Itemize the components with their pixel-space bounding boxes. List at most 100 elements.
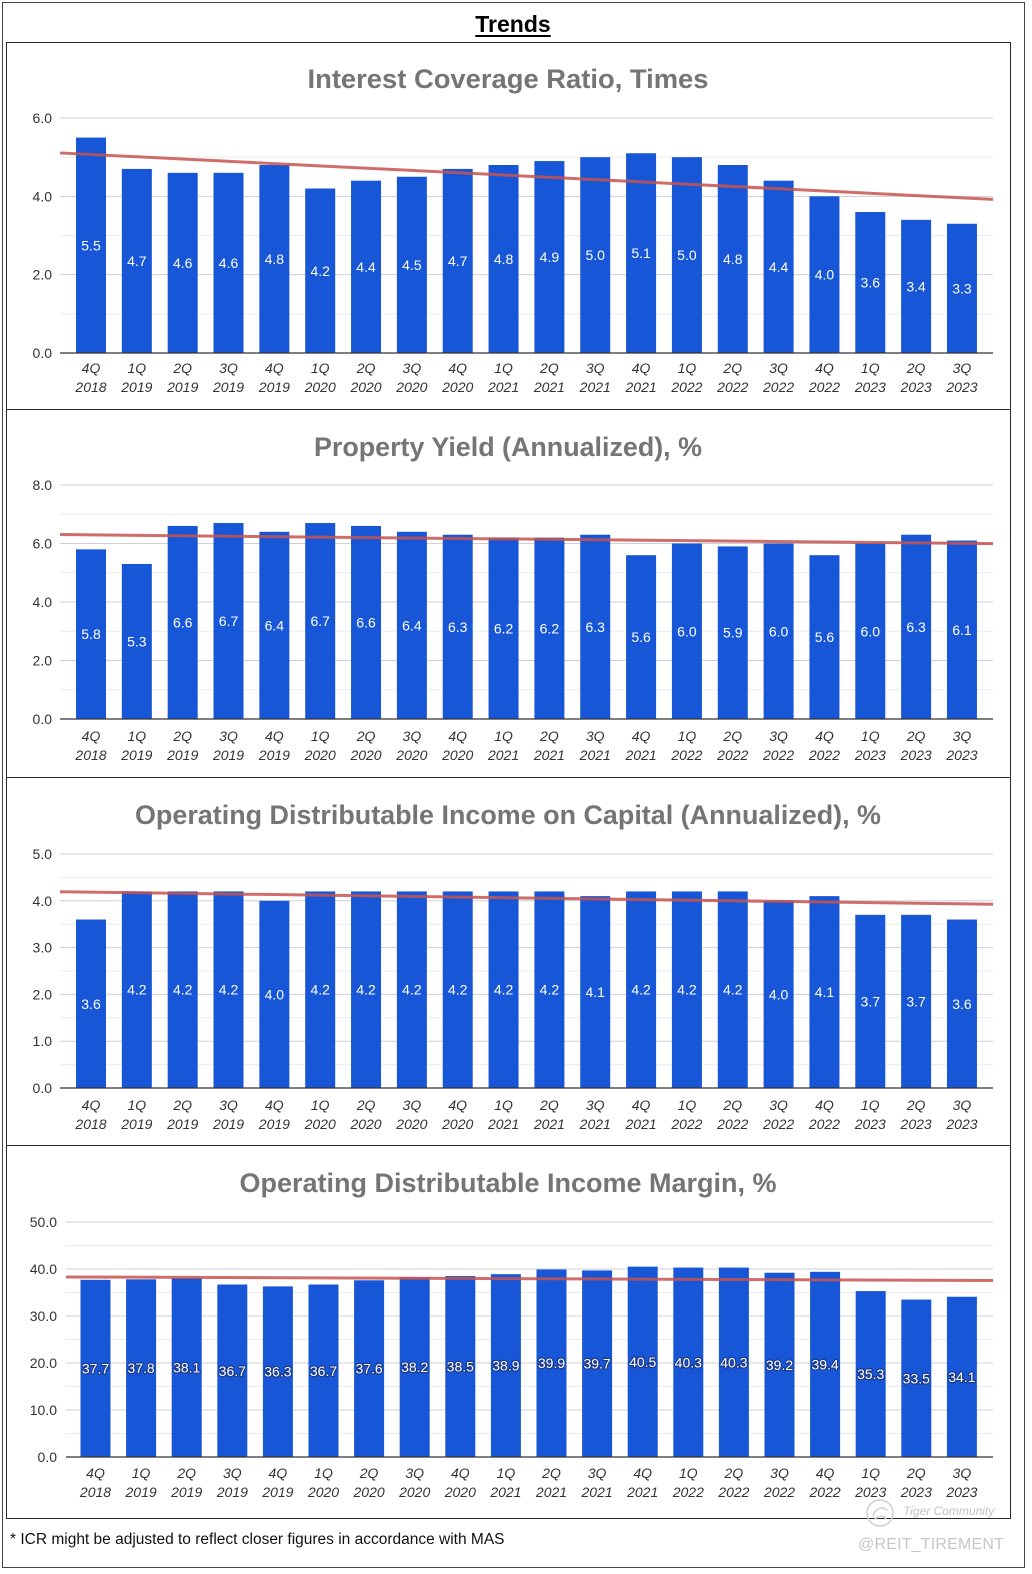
bar bbox=[626, 555, 657, 719]
data-label: 4.2 bbox=[494, 982, 514, 998]
data-label: 4.0 bbox=[265, 986, 285, 1002]
data-label: 6.4 bbox=[265, 617, 285, 633]
data-label: 4.2 bbox=[540, 982, 560, 998]
data-label: 36.7 bbox=[310, 1363, 337, 1379]
data-label: 6.0 bbox=[677, 623, 697, 639]
x-tick-label: 2Q 2020 bbox=[350, 728, 382, 763]
x-tick-label: 3Q 2021 bbox=[579, 1097, 611, 1132]
bar bbox=[671, 891, 702, 1088]
data-label: 36.3 bbox=[264, 1364, 291, 1380]
bar bbox=[901, 534, 932, 719]
bar bbox=[671, 543, 702, 719]
bar bbox=[946, 1296, 977, 1457]
chart-odi-margin: Operating Distributable Income Margin, %… bbox=[30, 1168, 994, 1465]
bar bbox=[305, 188, 336, 353]
x-tick-label: 4Q 2021 bbox=[625, 360, 657, 395]
x-tick-label: 1Q 2022 bbox=[671, 728, 703, 763]
x-tick-label: 3Q 2020 bbox=[396, 360, 428, 395]
data-label: 4.7 bbox=[127, 253, 147, 269]
data-label: 4.2 bbox=[448, 982, 468, 998]
bar bbox=[396, 891, 427, 1088]
x-tick-label: 1Q 2023 bbox=[855, 1465, 887, 1500]
bar bbox=[855, 1291, 886, 1457]
bar bbox=[626, 153, 657, 353]
data-label: 4.2 bbox=[723, 982, 743, 998]
x-axis-labels: 4Q 2018 1Q 2019 2Q 2019 3Q 2019 4Q 2019 1Q 20… bbox=[6, 777, 1011, 1132]
x-tick-label: 1Q 2019 bbox=[121, 1097, 153, 1132]
x-tick-label: 2Q 2019 bbox=[167, 1097, 199, 1132]
data-label: 34.1 bbox=[948, 1369, 975, 1385]
x-tick-label: 3Q 2020 bbox=[396, 728, 428, 763]
data-label: 4.2 bbox=[173, 982, 193, 998]
x-tick-label: 4Q 2019 bbox=[258, 360, 290, 395]
x-tick-label: 2Q 2021 bbox=[533, 728, 565, 763]
bar bbox=[354, 1280, 385, 1457]
y-tick-label: 5.0 bbox=[33, 846, 53, 862]
y-tick-label: 8.0 bbox=[33, 477, 53, 493]
bar bbox=[764, 1272, 795, 1457]
y-tick-label: 0.0 bbox=[33, 1080, 53, 1096]
chart-title: Interest Coverage Ratio, Times bbox=[308, 64, 709, 94]
data-label: 6.2 bbox=[494, 620, 514, 636]
chart-interest-coverage-ratio: Interest Coverage Ratio, Times 0.0 2.0 4.0 6… bbox=[33, 64, 994, 361]
data-label: 4.8 bbox=[723, 251, 743, 267]
data-label: 3.6 bbox=[81, 996, 101, 1012]
bar bbox=[399, 1277, 430, 1457]
x-axis-labels: 4Q 2018 1Q 2019 2Q 2019 3Q 2019 4Q 2019 1Q 20… bbox=[6, 42, 1011, 395]
data-label: 36.7 bbox=[219, 1363, 246, 1379]
x-tick-label: 2Q 2022 bbox=[718, 1465, 750, 1500]
y-tick-label: 4.0 bbox=[33, 188, 53, 204]
data-label: 6.6 bbox=[173, 614, 193, 630]
bar bbox=[673, 1267, 704, 1457]
data-label: 4.7 bbox=[448, 253, 468, 269]
data-label: 6.4 bbox=[402, 617, 422, 633]
y-tick-label: 0.0 bbox=[38, 1449, 58, 1465]
data-label: 5.6 bbox=[815, 629, 835, 645]
data-label: 4.4 bbox=[356, 259, 376, 275]
x-tick-label: 2Q 2020 bbox=[353, 1465, 385, 1500]
chart-panel-odi-margin: Operating Distributable Income Margin, %… bbox=[6, 1145, 1011, 1519]
bar bbox=[901, 914, 932, 1088]
bar bbox=[809, 896, 840, 1088]
bar bbox=[351, 180, 382, 353]
bar bbox=[126, 1279, 157, 1457]
data-label: 4.2 bbox=[127, 982, 147, 998]
y-tick-label: 1.0 bbox=[33, 1033, 53, 1049]
bar bbox=[580, 534, 611, 719]
x-tick-label: 2Q 2019 bbox=[171, 1465, 203, 1500]
bar bbox=[396, 176, 427, 353]
data-label: 4.8 bbox=[494, 251, 514, 267]
bar bbox=[855, 212, 886, 353]
x-tick-label: 1Q 2021 bbox=[487, 728, 520, 763]
data-label: 4.9 bbox=[540, 249, 560, 265]
bar bbox=[809, 555, 840, 719]
y-tick-label: 40.0 bbox=[30, 1261, 57, 1277]
data-label: 5.0 bbox=[586, 247, 606, 263]
data-label: 6.3 bbox=[906, 619, 926, 635]
data-label: 4.1 bbox=[586, 984, 606, 1000]
x-tick-label: 4Q 2021 bbox=[625, 728, 657, 763]
x-tick-label: 2Q 2023 bbox=[900, 1097, 932, 1132]
bar bbox=[626, 891, 657, 1088]
bar bbox=[121, 563, 152, 719]
bar bbox=[536, 1269, 567, 1457]
bar bbox=[901, 1299, 932, 1457]
y-tick-label: 30.0 bbox=[30, 1308, 57, 1324]
bar bbox=[717, 891, 748, 1088]
data-label: 5.8 bbox=[81, 626, 101, 642]
bar bbox=[810, 1271, 841, 1457]
bar bbox=[534, 891, 565, 1088]
data-label: 39.2 bbox=[766, 1357, 793, 1373]
data-label: 4.0 bbox=[769, 986, 789, 1002]
bar bbox=[718, 1267, 749, 1457]
x-tick-label: 4Q 2022 bbox=[809, 1465, 841, 1500]
data-label: 4.2 bbox=[310, 982, 330, 998]
bar bbox=[167, 172, 198, 353]
data-label: 3.3 bbox=[952, 280, 972, 296]
x-tick-label: 1Q 2019 bbox=[125, 1465, 157, 1500]
x-axis-labels: 4Q 2018 1Q 2019 2Q 2019 3Q 2019 4Q 2019 1Q 20… bbox=[6, 1145, 1011, 1500]
data-label: 38.2 bbox=[401, 1359, 428, 1375]
x-tick-label: 3Q 2022 bbox=[763, 360, 795, 395]
chart-title: Operating Distributable Income on Capita… bbox=[135, 800, 881, 830]
bar bbox=[121, 168, 152, 353]
